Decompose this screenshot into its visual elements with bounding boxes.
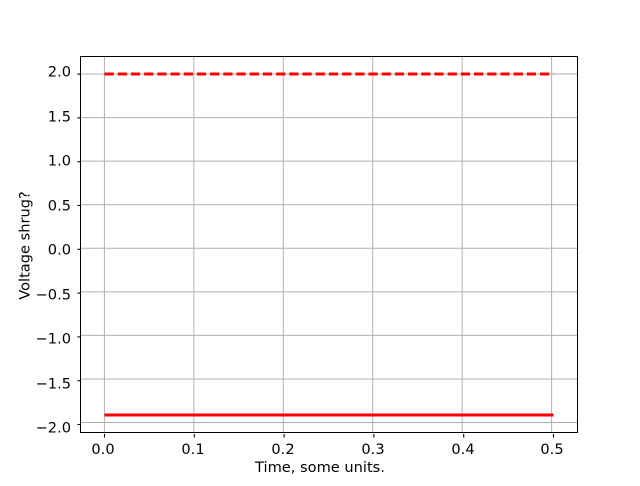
y-tick-label: 1.5	[47, 108, 71, 126]
x-tick-label: 0.1	[181, 441, 205, 458]
x-tick-label: 0.2	[271, 441, 295, 458]
y-tick-label: −2.0	[35, 419, 71, 437]
gridlines-vertical	[103, 57, 553, 432]
y-tick-label: 2.0	[47, 63, 71, 81]
y-axis-label-wrapper: Voltage shrug?	[0, 0, 34, 480]
x-tick-label: 0.4	[451, 441, 475, 458]
x-tick-label: 0.5	[540, 441, 564, 458]
y-tick-label: 1.0	[47, 152, 71, 170]
tick-marks	[77, 73, 555, 438]
y-tick-label: −1.0	[35, 330, 71, 348]
y-tick-label-group: 2.0 1.5 1.0 0.5 0.0 −0.5 −1.0 −1.5 −2.0	[0, 56, 71, 437]
x-axis-label: Time, some units.	[255, 459, 385, 476]
plot-area	[77, 56, 578, 438]
y-tick-label: −0.5	[35, 286, 71, 304]
x-tick-label: 0.3	[361, 441, 385, 458]
x-tick-label-group: 0.0 0.1 0.2 0.3 0.4 0.5	[80, 441, 578, 461]
gridlines-horizontal	[81, 73, 577, 424]
plot-svg	[81, 57, 577, 432]
y-tick-label: 0.5	[47, 197, 71, 215]
y-axis-label: Voltage shrug?	[16, 191, 34, 300]
y-tick-label: −1.5	[35, 375, 71, 393]
x-tick-label: 0.0	[91, 441, 115, 458]
y-tick-label: 0.0	[47, 241, 71, 259]
